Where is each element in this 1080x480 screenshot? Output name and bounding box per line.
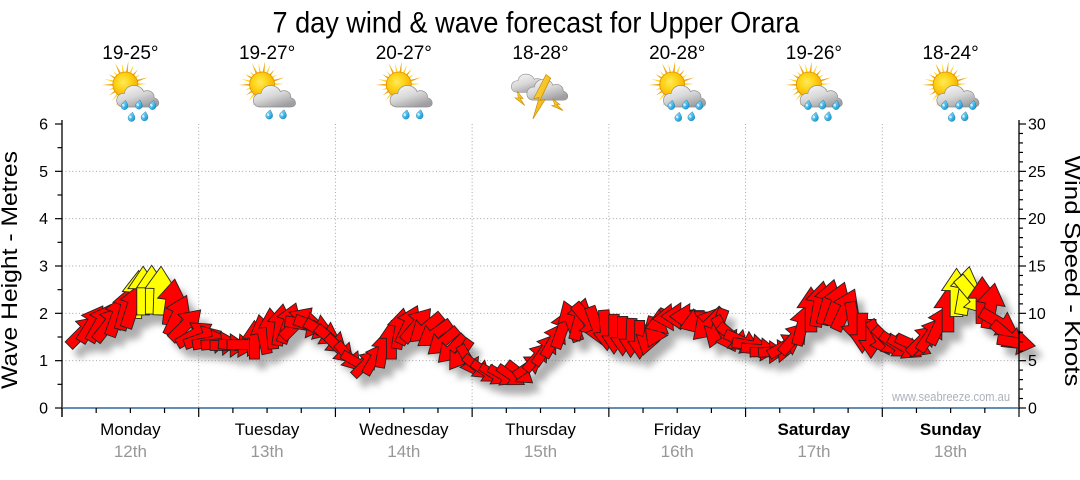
svg-text:www.seabreeze.com.au: www.seabreeze.com.au <box>891 390 1010 404</box>
svg-text:4: 4 <box>39 211 48 228</box>
svg-text:17th: 17th <box>797 442 830 461</box>
svg-text:Wednesday: Wednesday <box>359 420 449 439</box>
svg-text:Saturday: Saturday <box>778 420 851 439</box>
svg-text:Wind Speed - Knots: Wind Speed - Knots <box>1060 156 1080 387</box>
svg-text:19-26°: 19-26° <box>786 43 842 64</box>
svg-text:1: 1 <box>39 353 48 370</box>
svg-text:18th: 18th <box>934 442 967 461</box>
svg-text:0: 0 <box>39 401 48 418</box>
svg-text:12th: 12th <box>114 442 147 461</box>
svg-text:15th: 15th <box>524 442 557 461</box>
svg-text:20-28°: 20-28° <box>649 43 705 64</box>
svg-text:10: 10 <box>1028 306 1046 323</box>
svg-text:25: 25 <box>1028 164 1046 181</box>
svg-text:Sunday: Sunday <box>920 420 982 439</box>
svg-text:Tuesday: Tuesday <box>235 420 300 439</box>
svg-text:16th: 16th <box>661 442 694 461</box>
svg-text:13th: 13th <box>251 442 284 461</box>
svg-text:Wave Height - Metres: Wave Height - Metres <box>0 151 22 389</box>
svg-text:20: 20 <box>1028 211 1046 228</box>
svg-text:Friday: Friday <box>654 420 702 439</box>
svg-text:3: 3 <box>39 259 48 276</box>
svg-text:19-27°: 19-27° <box>239 43 295 64</box>
svg-text:20-27°: 20-27° <box>376 43 432 64</box>
svg-text:18-28°: 18-28° <box>512 43 568 64</box>
svg-text:14th: 14th <box>387 442 420 461</box>
svg-text:Monday: Monday <box>100 420 161 439</box>
svg-text:7 day wind & wave forecast for: 7 day wind & wave forecast for Upper Ora… <box>273 7 800 40</box>
svg-text:6: 6 <box>39 117 48 134</box>
svg-text:Thursday: Thursday <box>505 420 576 439</box>
svg-text:15: 15 <box>1028 259 1046 276</box>
svg-text:19-25°: 19-25° <box>102 43 158 64</box>
svg-text:5: 5 <box>39 164 48 181</box>
svg-text:30: 30 <box>1028 117 1046 134</box>
svg-text:0: 0 <box>1028 401 1037 418</box>
svg-text:18-24°: 18-24° <box>922 43 978 64</box>
svg-text:5: 5 <box>1028 353 1037 370</box>
svg-text:2: 2 <box>39 306 48 323</box>
